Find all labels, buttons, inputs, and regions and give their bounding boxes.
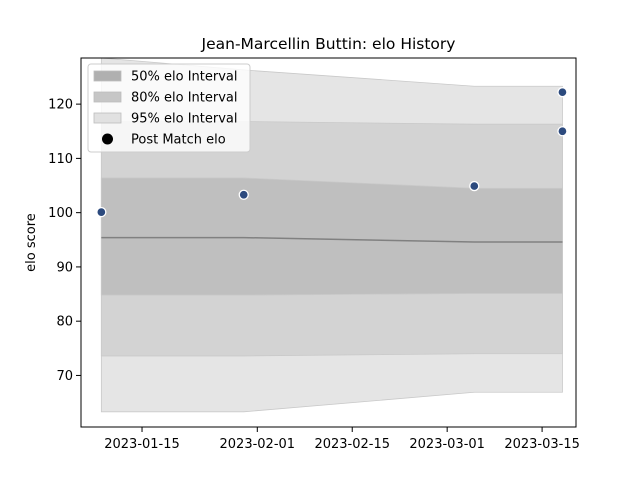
legend-swatch — [93, 91, 122, 103]
post-match-point — [238, 189, 249, 200]
x-tick-label: 2023-02-01 — [220, 437, 296, 452]
legend-label: 50% elo Interval — [131, 70, 238, 85]
legend-swatch — [93, 112, 122, 124]
legend-box — [87, 63, 251, 153]
x-tick-label: 2023-03-15 — [504, 437, 580, 452]
mean-elo-line — [101, 236, 563, 243]
y-tick-label: 120 — [48, 98, 73, 113]
y-tick-label: 110 — [48, 152, 73, 167]
x-axis: 2023-01-15 2023-02-01 2023-02-15 2023-03-01… — [104, 427, 580, 452]
legend-label: 95% elo Interval — [131, 112, 238, 127]
y-axis-label: elo score — [24, 213, 39, 272]
post-match-point — [557, 87, 568, 98]
post-match-point — [557, 126, 568, 137]
y-tick-label: 80 — [56, 315, 73, 330]
plot-frame — [80, 57, 577, 428]
legend-label: Post Match elo — [131, 133, 226, 148]
y-axis: 70 80 90 100 110 120 — [48, 98, 81, 384]
legend: 50% elo Interval 80% elo Interval 95% elo … — [87, 63, 251, 153]
y-tick-label: 100 — [48, 206, 73, 221]
interval-band-3 — [100, 177, 563, 296]
x-tick-label: 2023-02-15 — [314, 437, 390, 452]
legend-swatch — [93, 70, 122, 82]
post-match-points — [96, 87, 568, 218]
y-tick-label: 70 — [56, 369, 73, 384]
x-tick-label: 2023-01-15 — [104, 437, 180, 452]
chart-title: Jean-Marcellin Buttin: elo History — [201, 35, 456, 53]
legend-label: 80% elo Interval — [131, 91, 238, 106]
y-tick-label: 90 — [56, 260, 73, 275]
legend-marker — [102, 133, 113, 145]
x-tick-label: 2023-03-01 — [409, 437, 485, 452]
mean-line — [101, 236, 563, 243]
post-match-point — [469, 180, 480, 192]
post-match-point — [96, 206, 107, 218]
